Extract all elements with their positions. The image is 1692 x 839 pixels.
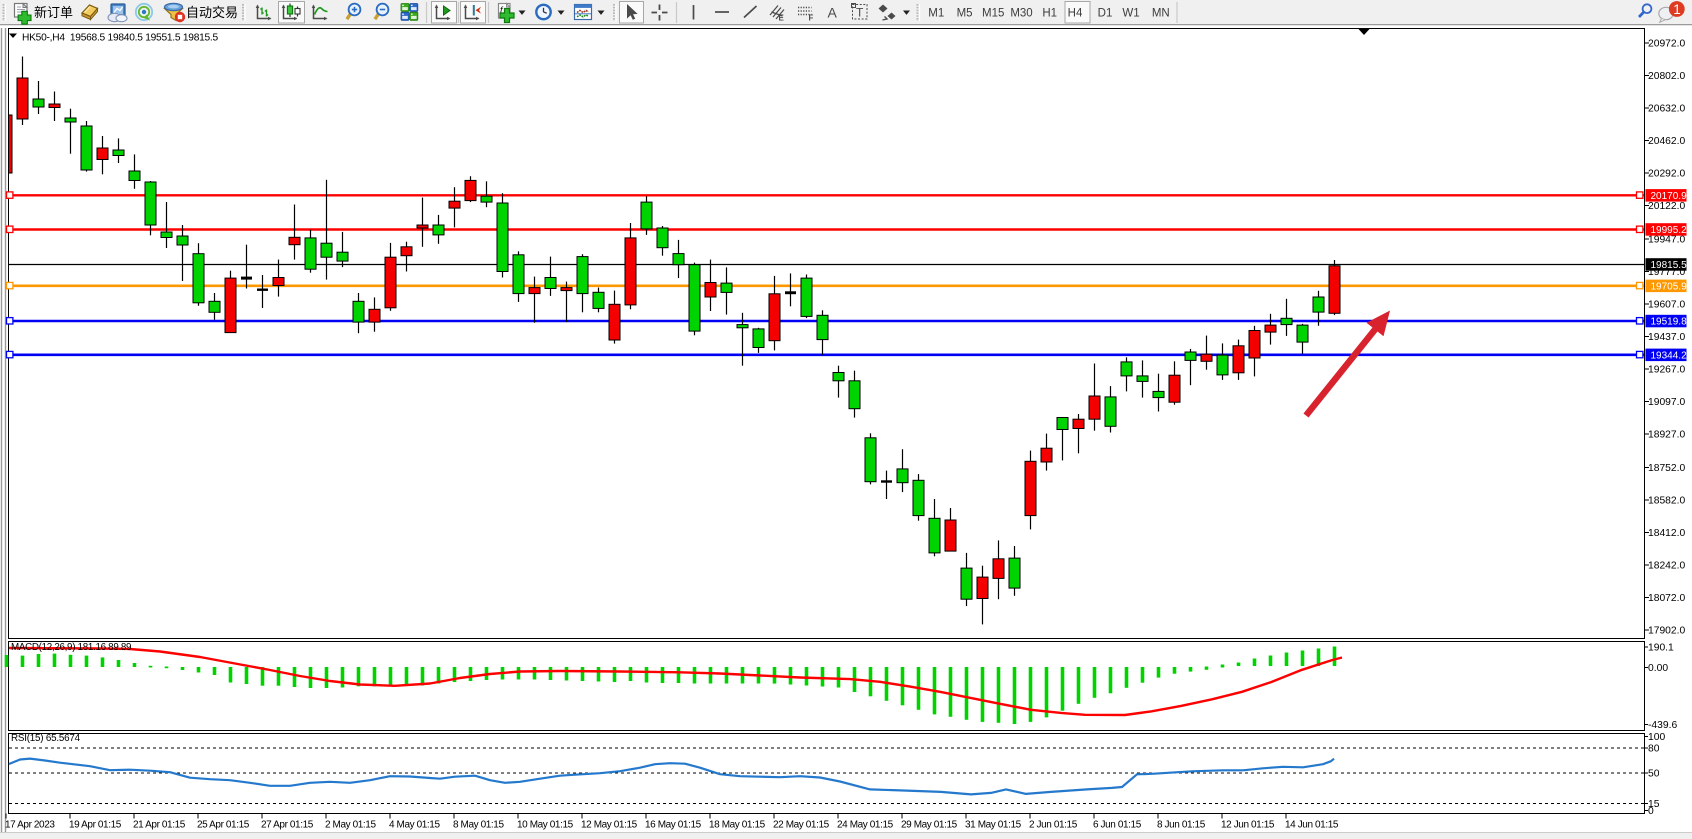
svg-text:19519.8: 19519.8 (1651, 317, 1688, 328)
svg-text:18072.0: 18072.0 (1648, 593, 1685, 604)
svg-text:2 May 01:15: 2 May 01:15 (325, 820, 376, 831)
svg-text:6 Jun 01:15: 6 Jun 01:15 (1093, 820, 1142, 831)
svg-text:T: T (856, 6, 864, 20)
svg-text:HK50-,H4 19568.5 19840.5 1955: HK50-,H4 19568.5 19840.5 19551.5 19815.5 (22, 33, 219, 44)
svg-text:M5: M5 (957, 8, 973, 20)
svg-text:19097.0: 19097.0 (1648, 397, 1685, 408)
svg-text:21 Apr 01:15: 21 Apr 01:15 (133, 820, 186, 831)
svg-text:14 Jun 01:15: 14 Jun 01:15 (1285, 820, 1339, 831)
svg-text:19777.0: 19777.0 (1648, 267, 1685, 278)
svg-text:F: F (809, 14, 814, 23)
svg-text:29 May 01:15: 29 May 01:15 (901, 820, 958, 831)
svg-text:18582.0: 18582.0 (1648, 496, 1685, 507)
svg-text:18752.0: 18752.0 (1648, 463, 1685, 474)
svg-text:100: 100 (1648, 732, 1665, 743)
svg-text:18927.0: 18927.0 (1648, 430, 1685, 441)
svg-text:H1: H1 (1042, 8, 1057, 20)
svg-text:20170.9: 20170.9 (1651, 191, 1688, 202)
svg-text:19815.5: 19815.5 (1651, 260, 1688, 271)
svg-text:自动交易: 自动交易 (186, 5, 238, 20)
svg-text:MACD(12,26,9) 181.16 89.89: MACD(12,26,9) 181.16 89.89 (11, 642, 131, 653)
svg-text:M1: M1 (928, 8, 944, 20)
svg-text:25 Apr 01:15: 25 Apr 01:15 (197, 820, 250, 831)
svg-text:12 May 01:15: 12 May 01:15 (581, 820, 638, 831)
svg-text:17 Apr 2023: 17 Apr 2023 (5, 820, 55, 831)
svg-text:A: A (828, 5, 838, 21)
svg-text:19947.0: 19947.0 (1648, 235, 1685, 246)
svg-text:D1: D1 (1098, 8, 1113, 20)
svg-text:17902.0: 17902.0 (1648, 626, 1685, 637)
svg-text:19437.0: 19437.0 (1648, 332, 1685, 343)
svg-text:10 May 01:15: 10 May 01:15 (517, 820, 574, 831)
svg-text:0.00: 0.00 (1648, 663, 1668, 674)
svg-text:MN: MN (1152, 8, 1170, 20)
svg-text:16 May 01:15: 16 May 01:15 (645, 820, 702, 831)
svg-text:E: E (779, 14, 785, 23)
svg-text:190.1: 190.1 (1648, 643, 1674, 654)
svg-text:12 Jun 01:15: 12 Jun 01:15 (1221, 820, 1275, 831)
svg-text:18 May 01:15: 18 May 01:15 (709, 820, 766, 831)
svg-text:19 Apr 01:15: 19 Apr 01:15 (69, 820, 122, 831)
svg-text:M30: M30 (1010, 8, 1032, 20)
svg-text:80: 80 (1648, 744, 1660, 755)
svg-text:31 May 01:15: 31 May 01:15 (965, 820, 1022, 831)
svg-text:20292.0: 20292.0 (1648, 169, 1685, 180)
svg-text:8 Jun 01:15: 8 Jun 01:15 (1157, 820, 1206, 831)
svg-text:20462.0: 20462.0 (1648, 136, 1685, 147)
svg-text:24 May 01:15: 24 May 01:15 (837, 820, 894, 831)
svg-text:RSI(15) 65.5674: RSI(15) 65.5674 (11, 733, 81, 744)
svg-text:19344.2: 19344.2 (1651, 351, 1688, 362)
svg-text:27 Apr 01:15: 27 Apr 01:15 (261, 820, 314, 831)
svg-text:19607.0: 19607.0 (1648, 300, 1685, 311)
svg-text:20632.0: 20632.0 (1648, 104, 1685, 115)
svg-text:20972.0: 20972.0 (1648, 39, 1685, 50)
svg-text:20802.0: 20802.0 (1648, 71, 1685, 82)
svg-text:15: 15 (1648, 799, 1660, 810)
svg-text:19267.0: 19267.0 (1648, 365, 1685, 376)
svg-text:2 Jun 01:15: 2 Jun 01:15 (1029, 820, 1078, 831)
svg-text:0: 0 (1648, 806, 1654, 817)
svg-text:1: 1 (1673, 2, 1681, 17)
svg-text:W1: W1 (1122, 8, 1139, 20)
svg-text:19995.2: 19995.2 (1651, 225, 1688, 236)
svg-text:M15: M15 (982, 8, 1004, 20)
svg-text:-439.6: -439.6 (1648, 720, 1677, 731)
svg-text:H4: H4 (1068, 8, 1083, 20)
svg-text:4 May 01:15: 4 May 01:15 (389, 820, 440, 831)
svg-text:22 May 01:15: 22 May 01:15 (773, 820, 830, 831)
svg-text:18242.0: 18242.0 (1648, 561, 1685, 572)
svg-text:50: 50 (1648, 769, 1660, 780)
svg-text:19705.9: 19705.9 (1651, 282, 1688, 293)
svg-text:8 May 01:15: 8 May 01:15 (453, 820, 504, 831)
svg-text:新订单: 新订单 (34, 5, 73, 20)
svg-text:18412.0: 18412.0 (1648, 528, 1685, 539)
svg-text:f: f (500, 5, 504, 15)
svg-text:20122.0: 20122.0 (1648, 201, 1685, 212)
